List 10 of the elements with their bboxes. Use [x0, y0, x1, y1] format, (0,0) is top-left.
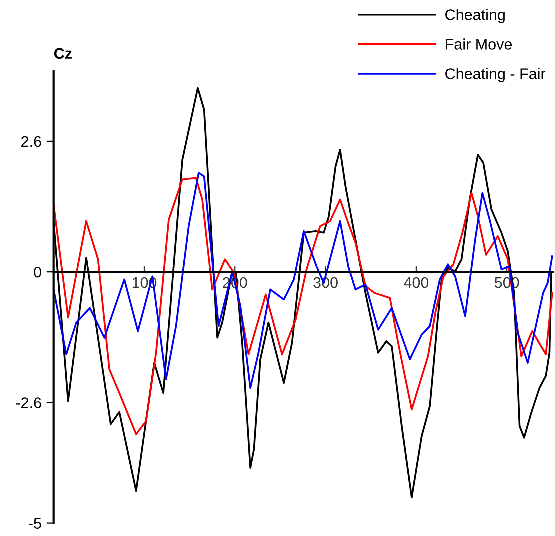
y-tick-label: -2.6 [16, 398, 42, 408]
legend-label: Cheating [446, 9, 505, 24]
y-tick-label: 2.6 [22, 136, 42, 148]
y-tick-label: -5 [29, 518, 42, 529]
y-axis-title: Cz [54, 48, 72, 60]
x-tick-label: 300 [314, 277, 338, 288]
legend-label: Fair Move [446, 38, 512, 50]
y-tick-label: 0 [34, 266, 42, 278]
legend-label: Cheating - Fair [446, 68, 546, 82]
x-tick-label: 400 [404, 277, 429, 288]
